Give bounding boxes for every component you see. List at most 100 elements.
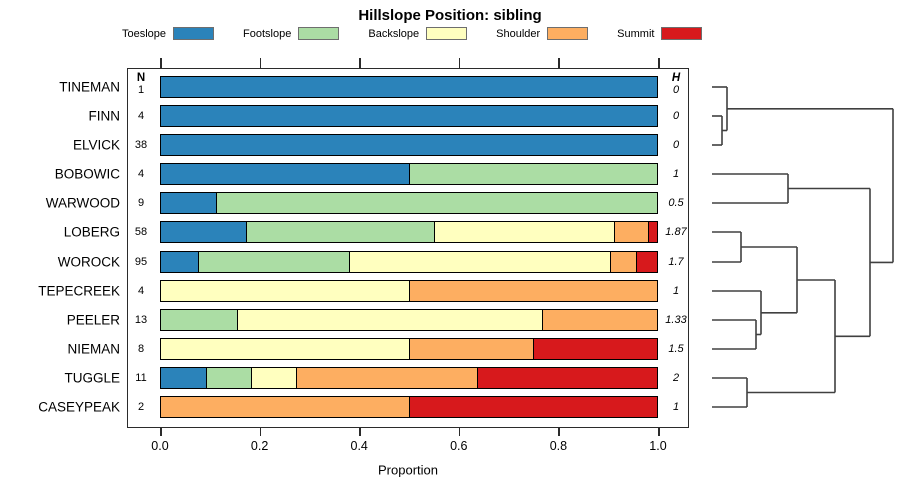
bottom-axis-tick: [160, 428, 162, 436]
h-column-header: H: [671, 72, 681, 84]
bar-segment-shoulder: [609, 251, 637, 272]
bar-segment-summit: [533, 338, 657, 359]
n-value: 8: [137, 342, 145, 355]
stacked-bar-peeler: [160, 308, 658, 331]
plot-border-box: [127, 68, 689, 428]
bar-segment-toeslope: [161, 222, 247, 243]
legend-label: Toeslope: [122, 27, 167, 40]
stacked-bar-tuggle: [160, 366, 658, 389]
legend-item-summit: Summit: [617, 27, 703, 40]
x-tick-label: 0.6: [450, 439, 468, 453]
row-label-nieman: NIEMAN: [67, 341, 120, 357]
n-value: 1: [137, 84, 145, 96]
bar-segment-toeslope: [161, 251, 198, 272]
bar-segment-footslope: [161, 309, 238, 330]
x-tick-label: 0.2: [250, 439, 269, 453]
n-value: 4: [137, 168, 145, 181]
legend-swatch: [173, 27, 215, 40]
bar-segment-shoulder: [296, 367, 477, 388]
shannon-h-value: 0: [672, 84, 680, 96]
legend-swatch: [661, 27, 703, 40]
shannon-h-value: 0.5: [668, 197, 684, 210]
top-axis-tick: [658, 58, 660, 68]
bar-segment-toeslope: [161, 164, 409, 185]
bar-segment-footslope: [246, 222, 435, 243]
n-value: 11: [135, 371, 147, 384]
bar-segment-footslope: [197, 251, 349, 272]
stacked-bar-loberg: [160, 221, 658, 244]
top-axis-tick: [160, 58, 162, 68]
stacked-bar-warwood: [160, 192, 658, 215]
bar-segment-footslope: [216, 193, 657, 214]
shannon-h-value: 1: [672, 284, 680, 297]
legend-item-toeslope: Toeslope: [122, 27, 215, 40]
row-label-tuggle: TUGGLE: [64, 370, 120, 386]
row-label-tineman: TINEMAN: [59, 79, 120, 95]
bar-segment-toeslope: [161, 106, 657, 127]
top-axis-tick: [458, 58, 461, 68]
row-label-peeler: PEELER: [66, 312, 120, 328]
row-label-elvick: ELVICK: [72, 137, 120, 153]
n-value: 4: [137, 110, 145, 123]
row-label-warwood: WARWOOD: [45, 195, 120, 211]
bar-segment-summit: [409, 396, 657, 417]
stacked-bar-nieman: [160, 337, 658, 360]
bar-segment-shoulder: [409, 280, 657, 301]
legend-swatch: [426, 27, 468, 40]
shannon-h-value: 1.87: [665, 226, 687, 239]
shannon-h-value: 1: [672, 168, 680, 181]
bar-segment-toeslope: [161, 135, 657, 156]
bar-segment-footslope: [206, 367, 252, 388]
legend-item-footslope: Footslope: [243, 27, 340, 40]
x-tick-label: 1.0: [649, 439, 667, 453]
n-value: 58: [134, 226, 148, 239]
row-label-bobowic: BOBOWIC: [54, 166, 120, 182]
n-value: 4: [137, 284, 145, 297]
legend-swatch: [298, 27, 340, 40]
x-axis-title: Proportion: [378, 462, 438, 478]
bottom-axis-tick: [558, 428, 560, 436]
row-label-loberg: LOBERG: [63, 224, 120, 240]
row-label-worock: WOROCK: [57, 254, 120, 270]
legend-label: Summit: [617, 27, 655, 40]
n-value: 95: [134, 255, 148, 268]
n-value: 38: [134, 139, 148, 152]
bar-segment-backslope: [161, 280, 409, 301]
stacked-bar-worock: [160, 250, 658, 273]
bar-segment-backslope: [251, 367, 297, 388]
stacked-bar-finn: [160, 105, 658, 128]
stacked-bar-bobowic: [160, 163, 658, 186]
n-value: 2: [137, 400, 145, 413]
bar-segment-toeslope: [161, 77, 657, 97]
row-label-caseypeak: CASEYPEAK: [38, 399, 120, 415]
top-axis-tick: [359, 58, 361, 68]
stacked-bar-caseypeak: [160, 395, 658, 418]
row-label-finn: FINN: [88, 108, 121, 124]
bottom-axis-tick: [359, 428, 361, 436]
top-axis-tick: [558, 58, 560, 68]
shannon-h-value: 2: [672, 371, 680, 384]
bar-segment-footslope: [409, 164, 657, 185]
bar-segment-backslope: [434, 222, 614, 243]
bar-segment-summit: [648, 222, 657, 243]
bar-segment-summit: [476, 367, 657, 388]
bar-segment-toeslope: [161, 193, 217, 214]
shannon-h-value: 1.7: [668, 255, 684, 268]
shannon-h-value: 1.33: [665, 313, 687, 326]
n-value: 13: [134, 313, 148, 326]
shannon-h-value: 0: [672, 110, 680, 123]
stacked-bar-tineman: [160, 76, 658, 98]
legend-item-shoulder: Shoulder: [496, 27, 589, 40]
bar-segment-shoulder: [161, 396, 409, 417]
bar-segment-backslope: [161, 338, 409, 359]
chart-title: Hillslope Position: sibling: [358, 7, 542, 24]
legend-label: Backslope: [368, 27, 420, 40]
shannon-h-value: 1.5: [668, 342, 684, 355]
x-tick-label: 0.8: [549, 439, 568, 453]
legend-label: Shoulder: [496, 27, 541, 40]
x-tick-label: 0.0: [151, 439, 169, 453]
legend-swatch: [547, 27, 589, 40]
row-label-tepecreek: TEPECREEK: [38, 283, 120, 299]
